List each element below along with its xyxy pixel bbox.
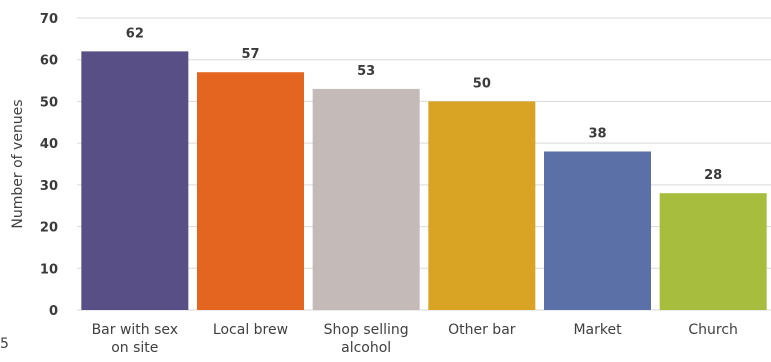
data-label: 50: [473, 76, 491, 91]
y-tick-label: 30: [40, 179, 58, 194]
x-category-line: Local brew: [213, 322, 288, 338]
data-label: 62: [126, 26, 144, 41]
data-label: 57: [241, 47, 259, 62]
y-tick-label: 40: [40, 137, 58, 152]
x-category-line: on site: [111, 340, 158, 356]
y-axis-label: Number of venues: [10, 99, 26, 228]
x-category-line: alcohol: [341, 340, 391, 356]
data-labels: 62 57 53 50 38 28: [126, 26, 722, 183]
bar: [197, 72, 304, 310]
corner-mark: 5: [0, 336, 9, 352]
x-category-line: Shop selling: [324, 322, 409, 338]
data-label: 28: [704, 168, 722, 183]
data-label: 38: [588, 126, 606, 141]
y-tick-label: 60: [40, 54, 58, 69]
y-tick-label: 70: [40, 12, 58, 27]
x-axis-categories: Bar with sex on site Local brew Shop sellin…: [92, 322, 738, 356]
x-category-label: Bar with sex on site: [92, 322, 179, 356]
x-category-line: Other bar: [448, 322, 516, 338]
gridlines: [77, 17, 771, 311]
x-category-line: Bar with sex: [92, 322, 179, 338]
y-tick-label: 0: [49, 304, 58, 319]
bar: [81, 51, 189, 310]
bar: [659, 193, 767, 310]
bar: [312, 88, 420, 311]
bar: [544, 151, 651, 310]
data-label: 53: [357, 64, 375, 79]
x-category-line: Church: [688, 322, 738, 338]
y-tick-label: 20: [40, 221, 58, 236]
bars: [81, 51, 767, 311]
y-tick-label: 10: [40, 262, 58, 277]
y-tick-label: 50: [40, 95, 58, 110]
x-category-line: Market: [573, 322, 622, 338]
x-category-label: Market: [573, 322, 622, 338]
x-category-label: Local brew: [213, 322, 288, 338]
x-category-label: Church: [688, 322, 738, 338]
x-category-label: Shop selling alcohol: [324, 322, 409, 356]
x-category-label: Other bar: [448, 322, 516, 338]
bar: [428, 101, 536, 310]
y-axis-ticks: 0 10 20 30 40 50 60 70: [40, 12, 58, 319]
